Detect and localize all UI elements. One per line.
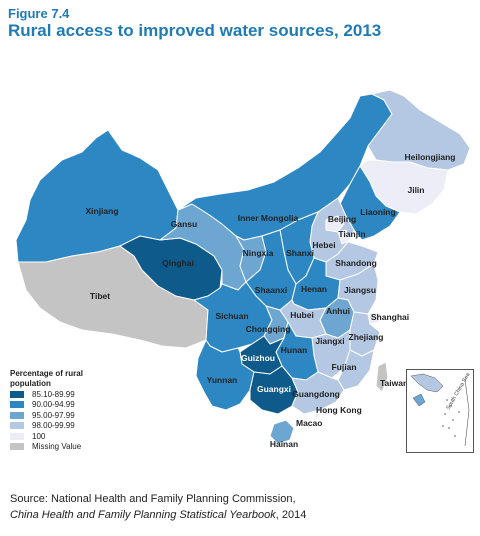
- south-china-sea-inset: South China Sea: [406, 369, 474, 453]
- legend-label: 100: [32, 431, 46, 441]
- source-year: , 2014: [275, 509, 307, 521]
- legend-label: 85.10-89.99: [32, 389, 75, 399]
- province-guangdong[interactable]: [291, 371, 345, 415]
- inset-mainland-shape: [410, 373, 444, 393]
- label-hainan: Hainan: [270, 439, 298, 449]
- label-guangdong: Guangdong: [292, 389, 340, 399]
- label-macao: Macao: [296, 418, 322, 428]
- province-hainan[interactable]: [269, 419, 295, 445]
- label-hebei: Hebei: [312, 240, 335, 250]
- label-liaoning: Liaoning: [360, 207, 395, 217]
- label-tibet: Tibet: [90, 291, 110, 301]
- label-hunan: Hunan: [281, 345, 307, 355]
- legend-items: 85.10-89.99 90.00-94.99 95.00-97.99 98.00-9…: [10, 389, 106, 452]
- label-sichuan: Sichuan: [215, 311, 248, 321]
- label-xinjiang: Xinjiang: [85, 206, 118, 216]
- legend-swatch: [10, 432, 24, 440]
- inset-coastline: [464, 379, 470, 447]
- legend-label: 98.00-99.99: [32, 421, 75, 431]
- label-jiangsu: Jiangsu: [344, 285, 376, 295]
- source-note: Source: National Health and Family Plann…: [10, 491, 306, 523]
- legend-item: 95.00-97.99: [10, 410, 106, 421]
- label-inner-mongolia: Inner Mongolia: [238, 213, 299, 223]
- label-chongqing: Chongqing: [246, 324, 291, 334]
- province-beijing[interactable]: [325, 215, 345, 233]
- source-book-title: China Health and Family Planning Statist…: [10, 509, 276, 521]
- label-ningxia: Ningxia: [243, 248, 274, 258]
- legend-label: 90.00-94.99: [32, 400, 75, 410]
- label-shaanxi: Shaanxi: [255, 285, 288, 295]
- province-tianjin[interactable]: [337, 229, 351, 245]
- figure-label: Figure 7.4: [8, 6, 70, 21]
- label-shandong: Shandong: [335, 258, 377, 268]
- label-hubei: Hubei: [290, 310, 314, 320]
- legend-item: Missing Value: [10, 442, 106, 453]
- inset-map: South China Sea: [410, 371, 472, 447]
- legend-item: 100: [10, 431, 106, 442]
- legend-item: 90.00-94.99: [10, 400, 106, 411]
- legend-label: Missing Value: [32, 442, 82, 452]
- label-tianjin: Tianjin: [338, 229, 365, 239]
- legend-swatch: [10, 390, 24, 398]
- label-heilongjiang: Heilongjiang: [405, 152, 456, 162]
- inset-islands: [442, 399, 460, 437]
- label-fujian: Fujian: [331, 362, 356, 372]
- label-gansu: Gansu: [171, 219, 197, 229]
- legend-item: 98.00-99.99: [10, 421, 106, 432]
- legend-swatch: [10, 422, 24, 430]
- label-jiangxi: Jiangxi: [315, 336, 344, 346]
- legend-item: 85.10-89.99: [10, 389, 106, 400]
- legend-label: 95.00-97.99: [32, 410, 75, 420]
- label-henan: Henan: [301, 284, 327, 294]
- label-beijing: Beijing: [328, 214, 356, 224]
- legend: Percentage of rural population 85.10-89.…: [10, 369, 106, 452]
- label-qinghai: Qinghai: [162, 258, 194, 268]
- legend-swatch: [10, 401, 24, 409]
- label-shanghai: Shanghai: [371, 312, 409, 322]
- legend-swatch: [10, 411, 24, 419]
- source-line-1: Source: National Health and Family Plann…: [10, 493, 296, 505]
- legend-swatch: [10, 443, 24, 451]
- inset-hainan-shape: [412, 393, 426, 407]
- label-hong-kong: Hong Kong: [316, 405, 362, 415]
- label-anhui: Anhui: [326, 306, 350, 316]
- label-guizhou: Guizhou: [241, 353, 275, 363]
- source-line-2: China Health and Family Planning Statist…: [10, 507, 306, 523]
- label-shanxi: Shanxi: [286, 248, 314, 258]
- province-hong-kong[interactable]: [321, 407, 331, 417]
- province-macao[interactable]: [313, 412, 320, 419]
- figure-title: Rural access to improved water sources, …: [8, 21, 382, 40]
- province-taiwan[interactable]: [375, 361, 389, 393]
- label-zhejiang: Zhejiang: [349, 332, 384, 342]
- legend-title: Percentage of rural population: [10, 369, 83, 388]
- label-guangxi: Guangxi: [257, 384, 291, 394]
- label-yunnan: Yunnan: [207, 375, 238, 385]
- label-jilin: Jilin: [407, 185, 424, 195]
- inset-label: South China Sea: [446, 371, 472, 411]
